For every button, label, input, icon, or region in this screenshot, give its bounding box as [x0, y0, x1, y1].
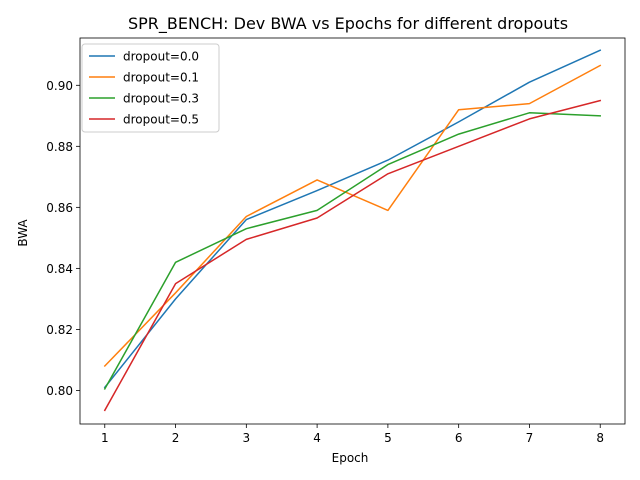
y-tick-label: 0.90	[46, 79, 73, 93]
legend-label-1: dropout=0.1	[123, 71, 199, 85]
plot-frame	[79, 37, 626, 425]
chart-title: SPR_BENCH: Dev BWA vs Epochs for differe…	[128, 14, 568, 34]
legend-label-3: dropout=0.5	[123, 113, 199, 127]
series-line-0	[103, 49, 602, 389]
x-tick-label: 5	[384, 431, 392, 445]
x-tick-label: 2	[172, 431, 180, 445]
legend-box	[81, 43, 220, 133]
legend-label-0: dropout=0.0	[123, 50, 199, 64]
x-tick-label: 6	[455, 431, 463, 445]
x-axis: 1 2 3 4 5 6 7 8	[101, 424, 604, 445]
x-tick-label: 3	[243, 431, 251, 445]
plot-area	[79, 37, 626, 425]
series-line-2	[103, 112, 601, 390]
series-line-3	[103, 99, 602, 412]
y-tick-label: 0.80	[46, 384, 73, 398]
x-tick-label: 4	[313, 431, 321, 445]
x-tick-label: 7	[526, 431, 534, 445]
y-axis-label: BWA	[16, 219, 30, 247]
legend: dropout=0.0 dropout=0.1 dropout=0.3 dropout…	[81, 43, 220, 133]
x-tick-label: 1	[101, 431, 109, 445]
y-tick-label: 0.82	[46, 323, 73, 337]
y-tick-label: 0.86	[46, 201, 73, 215]
x-axis-label: Epoch	[332, 451, 369, 465]
x-tick-label: 8	[596, 431, 604, 445]
y-tick-label: 0.88	[46, 140, 73, 154]
y-tick-label: 0.84	[46, 262, 73, 276]
legend-label-2: dropout=0.3	[123, 92, 199, 106]
y-axis: 0.80 0.82 0.84 0.86 0.88 0.90	[46, 79, 80, 398]
